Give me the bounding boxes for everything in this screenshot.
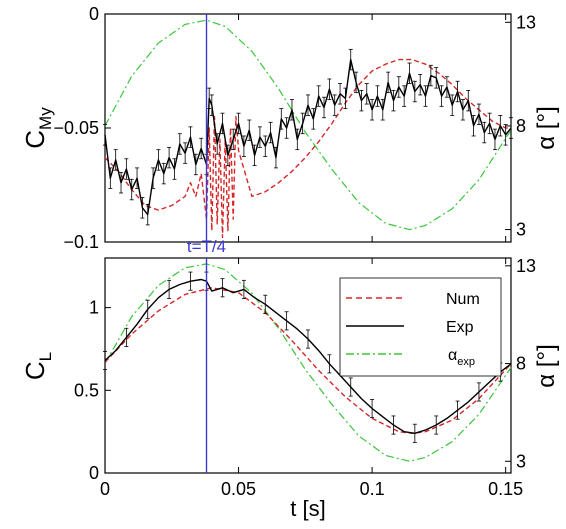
top-y-axis-label-sub: My <box>36 107 55 130</box>
top-ytick-label: 0 <box>89 4 99 24</box>
bottom-series-exp <box>104 278 512 434</box>
top-ytick-label: −0.1 <box>63 232 99 252</box>
legend-alpha-sub: exp <box>457 356 475 368</box>
bottom-series-alpha <box>104 263 512 462</box>
legend-exp-label: Exp <box>446 319 474 336</box>
top-y-axis-label-right: α [°] <box>533 106 560 149</box>
bottom-y-axis-label-right: α [°] <box>533 344 560 387</box>
bottom-series-layer <box>103 263 512 462</box>
legend-box <box>339 277 502 377</box>
top-series-exp <box>104 58 512 216</box>
top-ytick-label: −0.05 <box>53 118 99 138</box>
legend-alpha-label: αexp <box>448 347 475 368</box>
bottom-ytick-label: 1 <box>89 298 99 318</box>
legend-alpha-main: α <box>448 347 457 364</box>
bottom-axes-layer: 1 0.5 0 13 8 3 0 0.05 0.1 0.15 <box>74 256 536 499</box>
x-axis-label: t [s] <box>290 496 325 521</box>
bottom-y-axis-label-sub: L <box>36 352 55 361</box>
marker-label: t=T/4 <box>187 237 226 256</box>
xtick-label: 0.1 <box>360 479 385 499</box>
top-y-axis-label: CMy <box>20 107 55 149</box>
top-ytick-right-label: 8 <box>516 116 526 136</box>
bottom-ytick-label: 0.5 <box>74 380 99 400</box>
top-ytick-right-label: 3 <box>516 220 526 240</box>
bottom-ytick-right-label: 3 <box>516 451 526 471</box>
bottom-panel: 1 0.5 0 13 8 3 0 0.05 0.1 0.15 CL α [°] Num Exp α… <box>20 256 560 499</box>
legend: Num Exp αexp <box>339 277 502 377</box>
xtick-label: 0.15 <box>488 479 523 499</box>
bottom-series-num <box>104 287 512 434</box>
legend-num-label: Num <box>446 291 480 308</box>
bottom-ytick-right-label: 8 <box>516 354 526 374</box>
bottom-ytick-right-label: 13 <box>516 256 536 276</box>
bottom-ytick-label: 0 <box>89 463 99 483</box>
xtick-label: 0.05 <box>221 479 256 499</box>
top-ytick-right-label: 13 <box>516 12 536 32</box>
top-axes-layer: 0 −0.05 −0.1 13 8 3 <box>53 4 536 252</box>
bottom-y-axis-label: CL <box>20 352 55 380</box>
top-panel: 0 −0.05 −0.1 13 8 3 CMy α [°] <box>20 4 560 252</box>
top-series-alpha <box>104 19 512 231</box>
top-series-layer <box>103 19 513 239</box>
xtick-label: 0 <box>100 479 110 499</box>
bottom-y-axis-label-main: C <box>20 361 50 380</box>
top-y-axis-label-main: C <box>20 130 50 149</box>
